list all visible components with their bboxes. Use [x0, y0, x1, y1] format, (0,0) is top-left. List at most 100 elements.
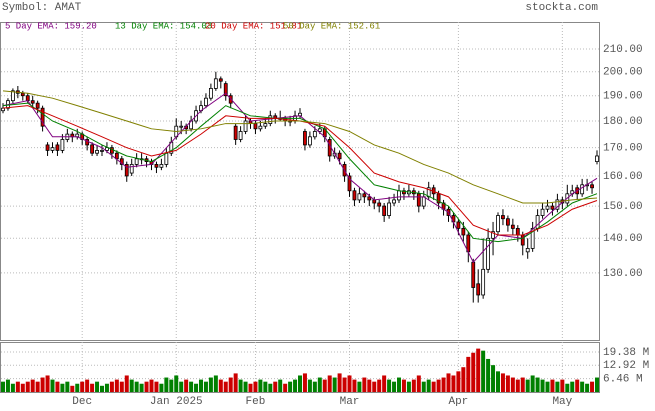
volume-bar [124, 375, 129, 392]
y-tick-label: 140.00 [603, 233, 643, 245]
candle-body [486, 237, 491, 270]
volume-bar [466, 356, 471, 392]
volume-bar [580, 381, 585, 392]
volume-bar [481, 350, 486, 392]
volume-bar [416, 375, 421, 392]
volume-bar [159, 383, 164, 392]
candle-body [35, 102, 40, 109]
volume-bar [327, 375, 332, 392]
volume-bar [25, 381, 30, 392]
candle-body [45, 144, 50, 151]
legend-entry: 5 Day EMA: 159.20 [5, 21, 97, 31]
volume-bar [238, 379, 243, 392]
x-tick-label: Jan 2025 [150, 396, 203, 406]
candle-body [213, 78, 218, 89]
volume-bar [189, 381, 194, 392]
volume-bar [441, 377, 446, 392]
volume-bar [273, 381, 278, 392]
volume-bar [382, 375, 387, 392]
volume-bar [486, 358, 491, 392]
volume-bar [174, 375, 179, 392]
volume-bar [406, 381, 411, 392]
candle-body [208, 88, 213, 99]
volume-bar [377, 379, 382, 392]
volume-bar [263, 381, 268, 392]
candle-body [233, 125, 238, 140]
volume-bar [268, 383, 273, 392]
legend-entry: 13 Day EMA: 154.03 [115, 21, 212, 31]
volume-bar [515, 379, 520, 392]
y-tick-label: 170.00 [603, 143, 643, 155]
volume-bar [362, 377, 367, 392]
candle-body [238, 131, 243, 140]
volume-bar [20, 383, 25, 392]
candle-body [307, 136, 312, 146]
volume-bar [322, 379, 327, 392]
candle-body [243, 120, 248, 132]
candle-body [357, 193, 362, 201]
volume-bar [45, 375, 50, 392]
candle-body [268, 115, 273, 124]
volume-bar [397, 377, 401, 392]
volume-bar [550, 379, 555, 392]
candle-body [60, 139, 65, 151]
candle-body [179, 125, 184, 128]
candle-body [347, 175, 352, 192]
volume-bar [223, 381, 228, 392]
candle-body [481, 268, 486, 296]
volume-bar [228, 377, 233, 392]
volume-panel [0, 342, 600, 393]
price-panel [0, 22, 600, 341]
volume-bar [233, 373, 238, 392]
y-tick-label: 180.00 [603, 116, 643, 128]
candle-body [258, 125, 263, 130]
volume-bar [40, 377, 45, 392]
candle-body [436, 193, 441, 204]
volume-bar [500, 373, 505, 392]
volume-bar [75, 383, 80, 392]
volume-bar [436, 379, 441, 392]
volume-bar [253, 381, 258, 392]
candle-body [426, 187, 431, 198]
candle-body [461, 228, 466, 236]
candle-body [471, 261, 476, 288]
candle-body [397, 190, 401, 201]
volume-bar [337, 373, 342, 392]
volume-bar [203, 381, 208, 392]
legend-entry: 50 Day EMA: 152.61 [283, 21, 380, 31]
volume-bar [357, 381, 362, 392]
volume-bar [288, 381, 293, 392]
volume-bar [456, 371, 461, 392]
candle-body [387, 202, 392, 216]
volume-bar [30, 379, 35, 392]
volume-bar [367, 379, 372, 392]
volume-bar [496, 371, 500, 392]
volume-bar [298, 375, 302, 392]
volume-bar [55, 381, 60, 392]
candle-body [392, 199, 396, 204]
candle-body [456, 221, 461, 229]
y-tick-label: 200.00 [603, 67, 643, 79]
volume-bar [144, 381, 149, 392]
symbol-label: Symbol: AMAT [2, 2, 82, 14]
volume-bar [595, 377, 599, 392]
candle-body [159, 164, 164, 168]
candle-body [10, 90, 15, 102]
volume-bar [575, 379, 580, 392]
volume-bar [60, 383, 65, 392]
candle-body [520, 234, 525, 246]
volume-bar [293, 379, 298, 392]
volume-bar [109, 381, 114, 392]
volume-bar [90, 383, 95, 392]
volume-bar [35, 381, 40, 392]
volume-bar [129, 379, 134, 392]
volume-bar [476, 348, 481, 392]
candle-body [154, 164, 159, 168]
volume-bar [451, 375, 456, 392]
candle-body [25, 95, 30, 102]
volume-bar [194, 383, 199, 392]
volume-bar [505, 375, 510, 392]
volume-bar [312, 381, 317, 392]
candle-body [491, 231, 495, 239]
volume-bar [199, 379, 203, 392]
